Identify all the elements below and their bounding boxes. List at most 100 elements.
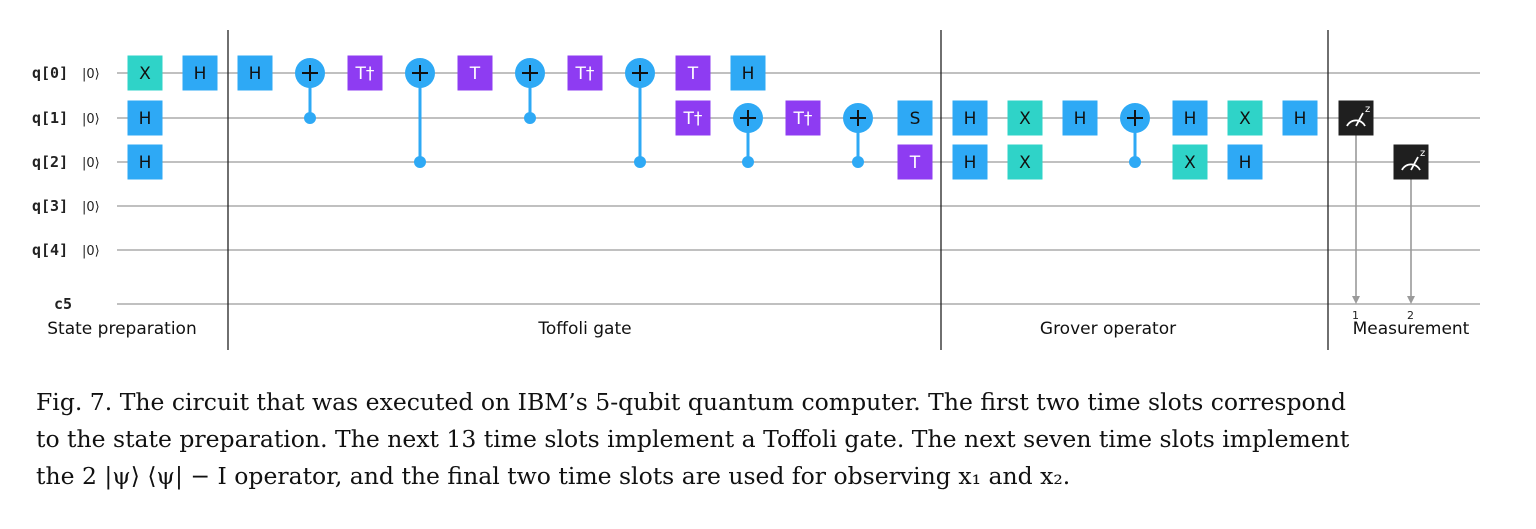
meter-arc: [1346, 119, 1366, 127]
control-dot: [1129, 156, 1141, 168]
qubit-label-0: q[0]: [32, 64, 68, 82]
cnot-4: [733, 103, 763, 168]
gate-box: [1172, 144, 1208, 180]
control-dot: [304, 112, 316, 124]
cnot-2: [515, 58, 545, 124]
gate-x-21: X: [1227, 100, 1263, 136]
gate-h-14: H: [952, 100, 988, 136]
control-dot: [524, 112, 536, 124]
gate-label: H: [139, 153, 152, 173]
gate-t-13: T: [897, 144, 933, 180]
gate-h-23: H: [1282, 100, 1318, 136]
section-separators: [227, 30, 1329, 350]
meter-needle: [1410, 156, 1419, 171]
gate-label: T: [469, 64, 481, 84]
gate-t-9: T†: [675, 100, 711, 136]
gate-label: T†: [793, 109, 813, 129]
measure-arrowhead: [1407, 296, 1415, 304]
gate-label: T: [687, 64, 699, 84]
gate-x-17: X: [1007, 144, 1043, 180]
gate-box: [237, 55, 273, 91]
gate-h-19: H: [1172, 100, 1208, 136]
gate-label: H: [194, 64, 207, 84]
meter-label: z: [1365, 104, 1370, 115]
gate-h-15: H: [952, 144, 988, 180]
gate-label: X: [1019, 109, 1031, 129]
gate-x-0: X: [127, 55, 163, 91]
section-label-2: Grover operator: [1040, 319, 1176, 339]
control-dot: [852, 156, 864, 168]
gate-box: [675, 55, 711, 91]
qubit-label-1: q[1]: [32, 109, 68, 127]
gate-box: [675, 100, 711, 136]
gate-box: [127, 100, 163, 136]
meter-label: z: [1420, 148, 1425, 159]
gate-label: H: [1074, 109, 1087, 129]
gate-box: [567, 55, 603, 91]
gate-box: [952, 100, 988, 136]
gate-box: [347, 55, 383, 91]
gate-label: X: [1184, 153, 1196, 173]
gate-h-2: H: [127, 144, 163, 180]
gate-box: [1227, 100, 1263, 136]
gate-label: H: [1184, 109, 1197, 129]
qubit-wires: [117, 72, 1480, 305]
gate-x-20: X: [1172, 144, 1208, 180]
gate-label: T†: [683, 109, 703, 129]
gate-box: [785, 100, 821, 136]
classical-register-label: c5: [54, 295, 72, 313]
gate-h-4: H: [237, 55, 273, 91]
meter-needle: [1355, 112, 1364, 127]
meter-icon: [1393, 144, 1429, 180]
gate-label: H: [1239, 153, 1252, 173]
section-label-1: Toffoli gate: [537, 319, 631, 339]
gate-box: [1007, 144, 1043, 180]
gate-label: X: [1239, 109, 1251, 129]
gate-h-1: H: [127, 100, 163, 136]
gate-box: [127, 144, 163, 180]
qubit-label-4: q[4]: [32, 241, 68, 259]
gate-t-6: T: [457, 55, 493, 91]
cnot-5: [843, 103, 873, 168]
gate-h-3: H: [182, 55, 218, 91]
gate-label: H: [964, 109, 977, 129]
classical-bit-label: 2: [1407, 309, 1414, 322]
gate-label: X: [1019, 153, 1031, 173]
gate-box: [1062, 100, 1098, 136]
gate-t-7: T†: [567, 55, 603, 91]
qubit-init-1: |0⟩: [82, 112, 100, 127]
figure-caption: Fig. 7. The circuit that was executed on…: [36, 388, 1350, 490]
gate-label: T: [909, 153, 921, 173]
section-label-3: Measurement: [1353, 319, 1470, 339]
gate-label: H: [249, 64, 262, 84]
qubit-init-0: |0⟩: [82, 67, 100, 82]
section-labels: State preparation Toffoli gate Grover oper…: [47, 319, 1469, 339]
gate-t-8: T: [675, 55, 711, 91]
gate-box: [897, 100, 933, 136]
qubit-init-4: |0⟩: [82, 244, 100, 259]
gate-label: H: [139, 109, 152, 129]
qubit-label-2: q[2]: [32, 153, 68, 171]
gate-box: [897, 144, 933, 180]
gate-box: [457, 55, 493, 91]
gate-box: [952, 144, 988, 180]
control-dot: [634, 156, 646, 168]
qubit-init-3: |0⟩: [82, 200, 100, 215]
gate-label: X: [139, 64, 151, 84]
gate-box: [1007, 100, 1043, 136]
cnot-1: [405, 58, 435, 168]
gate-h-12: S: [897, 100, 933, 136]
meter-arc: [1401, 163, 1421, 171]
gate-box: [1227, 144, 1263, 180]
gate-label: T†: [575, 64, 595, 84]
classical-bit-label: 1: [1352, 309, 1359, 322]
control-dot: [742, 156, 754, 168]
cnot-connectors: [295, 58, 1150, 168]
gate-label: T†: [355, 64, 375, 84]
meter-icon: [1338, 100, 1374, 136]
gate-label: H: [1294, 109, 1307, 129]
measure-arrowhead: [1352, 296, 1360, 304]
gate-h-22: H: [1227, 144, 1263, 180]
gate-x-16: X: [1007, 100, 1043, 136]
